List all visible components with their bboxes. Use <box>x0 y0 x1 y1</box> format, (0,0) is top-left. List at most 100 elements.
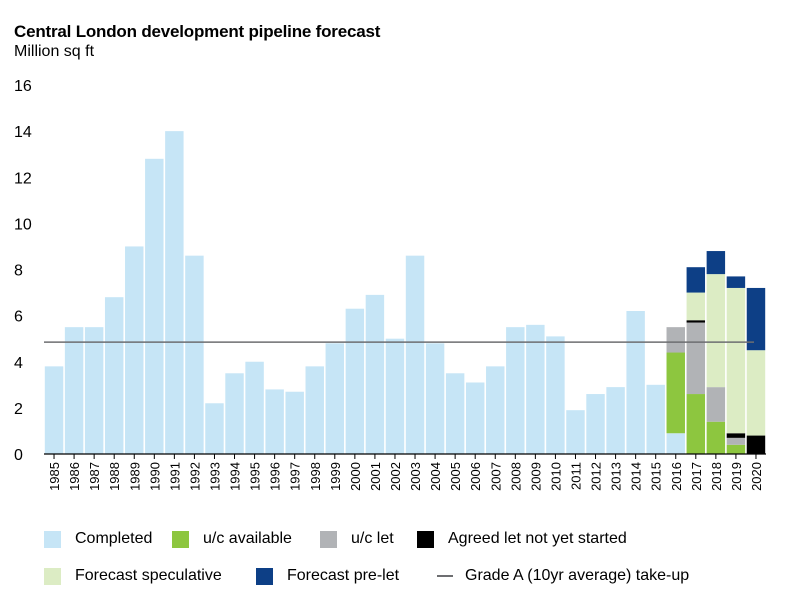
y-tick-label: 0 <box>14 447 23 464</box>
x-tick-label: 2020 <box>749 462 764 491</box>
y-tick-label: 4 <box>14 355 23 372</box>
x-tick-label: 1988 <box>107 462 122 491</box>
chart-subtitle: Million sq ft <box>14 43 95 60</box>
x-tick-label: 1986 <box>67 462 82 491</box>
bar-completed-1995 <box>245 361 264 454</box>
x-tick-label: 1985 <box>47 462 62 491</box>
x-tick-label: 2019 <box>729 462 744 491</box>
x-tick-label: 2016 <box>669 462 684 491</box>
bar-completed-1996 <box>265 389 284 454</box>
x-tick-label: 1992 <box>187 462 202 491</box>
bar-forecast-speculative-2020 <box>746 350 766 436</box>
bar-completed-2009 <box>526 324 545 454</box>
chart-plot: 0 2 4 6 8 10 12 14 16 1985 1986 1987 1988 1989 1990 199… <box>14 78 766 491</box>
bar-completed-1989 <box>125 246 144 454</box>
bar-completed-2002 <box>385 338 405 454</box>
bar-completed-2000 <box>345 308 365 454</box>
legend-item-agreed-let: Agreed let not yet started <box>417 530 627 548</box>
bar-u-c-available-2018 <box>706 421 726 454</box>
bar-completed-1993 <box>205 403 224 454</box>
bar-forecast-speculative-2018 <box>706 274 726 388</box>
legend-label-uc-let: u/c let <box>351 530 394 547</box>
x-tick-label: 2012 <box>589 462 604 491</box>
bar-completed-2006 <box>465 382 485 454</box>
legend-item-uc-let: u/c let <box>320 530 394 548</box>
bar-completed-2005 <box>445 373 465 454</box>
legend-swatch-uc-let <box>320 530 337 548</box>
y-tick-label: 10 <box>14 216 32 233</box>
y-tick-label: 8 <box>14 263 23 280</box>
x-tick-label: 2014 <box>629 462 644 491</box>
bar-completed-1997 <box>285 391 304 454</box>
bar-completed-2011 <box>566 410 585 454</box>
x-tick-label: 2017 <box>689 462 704 491</box>
bar-completed-2016 <box>666 433 685 454</box>
bar-completed-2013 <box>606 387 625 454</box>
legend-item-completed: Completed <box>44 530 152 548</box>
legend-label-forecast-pre-let: Forecast pre-let <box>287 567 400 584</box>
bar-u-c-let-2017 <box>686 322 706 395</box>
x-tick-label: 2003 <box>408 462 423 491</box>
x-tick-label: 1998 <box>308 462 323 491</box>
legend-label-completed: Completed <box>75 530 153 547</box>
x-tick-label: 2005 <box>448 462 463 491</box>
bar-completed-2008 <box>506 327 525 454</box>
legend-swatch-grade-a-take-up <box>437 575 453 577</box>
bar-completed-1994 <box>225 373 244 454</box>
bar-u-c-let-2019 <box>726 437 746 445</box>
bar-u-c-let-2018 <box>706 387 726 422</box>
x-tick-label: 2000 <box>348 462 363 491</box>
bar-u-c-available-2019 <box>726 444 746 454</box>
x-tick-label: 2015 <box>649 462 664 491</box>
bar-u-c-available-2017 <box>686 394 706 454</box>
legend-swatch-forecast-speculative <box>44 567 61 585</box>
bar-completed-2014 <box>626 311 645 454</box>
x-tick-label: 1996 <box>268 462 283 491</box>
x-tick-label: 2011 <box>568 462 583 490</box>
x-tick-label: 2002 <box>388 462 403 491</box>
legend-item-forecast-speculative: Forecast speculative <box>44 567 222 585</box>
bar-agreed-let-not-yet-started-2019 <box>726 433 746 438</box>
legend-label-grade-a-take-up: Grade A (10yr average) take-up <box>465 567 690 584</box>
x-tick-label: 1999 <box>328 462 343 491</box>
x-tick-label: 2009 <box>528 462 543 491</box>
bar-u-c-let-2016 <box>666 327 685 353</box>
bar-completed-1986 <box>64 327 84 454</box>
bar-completed-1998 <box>305 366 324 454</box>
bar-forecast-pre-let-2020 <box>746 287 766 351</box>
x-tick-label: 2008 <box>508 462 523 491</box>
legend-label-forecast-speculative: Forecast speculative <box>75 567 222 584</box>
legend-swatch-uc-available <box>172 530 189 548</box>
bar-completed-1990 <box>145 158 164 455</box>
x-tick-label: 2006 <box>468 462 483 491</box>
legend-label-agreed-let: Agreed let not yet started <box>448 530 627 547</box>
bar-completed-1991 <box>165 131 184 454</box>
y-tick-label: 16 <box>14 78 32 95</box>
y-tick-label: 6 <box>14 309 23 326</box>
bar-completed-2010 <box>546 336 565 454</box>
legend-item-forecast-pre-let: Forecast pre-let <box>256 567 399 585</box>
x-tick-label: 2001 <box>368 462 383 491</box>
y-tick-label: 12 <box>14 170 32 187</box>
x-tick-label: 2007 <box>488 462 503 491</box>
legend-swatch-forecast-pre-let <box>256 567 273 585</box>
bar-completed-2015 <box>646 384 665 454</box>
x-tick-label: 1989 <box>127 462 142 491</box>
bar-forecast-speculative-2017 <box>686 292 706 321</box>
legend-swatch-agreed-let <box>417 530 434 548</box>
bar-completed-2001 <box>365 294 385 454</box>
legend-item-uc-available: u/c available <box>172 530 292 548</box>
bar-forecast-pre-let-2017 <box>686 267 706 293</box>
y-tick-label: 14 <box>14 124 32 141</box>
bar-forecast-speculative-2019 <box>726 287 746 434</box>
x-tick-label: 2004 <box>428 462 443 491</box>
chart-title: Central London development pipeline fore… <box>14 22 381 41</box>
bar-completed-2012 <box>586 394 605 454</box>
bar-completed-1985 <box>44 366 64 454</box>
x-tick-label: 2013 <box>609 462 624 491</box>
bar-completed-1992 <box>185 255 204 454</box>
x-tick-label: 2010 <box>548 462 563 491</box>
x-tick-label: 1994 <box>228 462 243 491</box>
legend-label-uc-available: u/c available <box>203 530 292 547</box>
bar-agreed-let-not-yet-started-2020 <box>746 435 766 454</box>
